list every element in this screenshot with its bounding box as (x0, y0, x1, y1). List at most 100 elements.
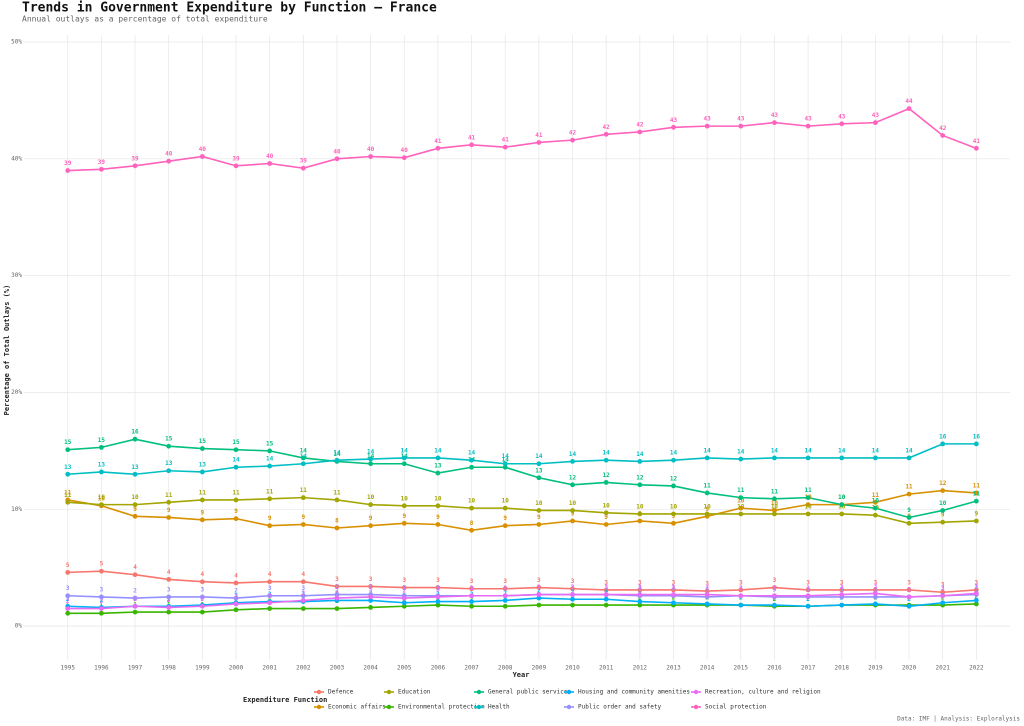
data-label: 3 (739, 579, 743, 586)
data-point (872, 455, 878, 461)
data-point (637, 587, 643, 593)
data-point (199, 446, 205, 451)
data-label: 9 (604, 514, 608, 521)
series-line (67, 592, 977, 610)
data-point (772, 496, 777, 502)
data-point (704, 588, 710, 594)
data-point (435, 599, 441, 604)
data-point (166, 443, 172, 449)
data-point (300, 593, 306, 599)
data-label: 4 (301, 571, 305, 578)
data-point (603, 592, 609, 597)
data-label: 3 (369, 576, 373, 583)
data-label: 3 (941, 585, 945, 592)
data-label: 9 (975, 510, 979, 517)
data-point (469, 586, 474, 592)
x-tick-label: 2006 (431, 665, 446, 672)
chart-title: Trends in Government Expenditure by Func… (22, 1, 437, 16)
data-point (368, 502, 374, 508)
data-label: 14 (804, 447, 812, 454)
data-label: 14 (872, 447, 880, 454)
data-point (469, 593, 474, 599)
data-label: 4 (133, 564, 137, 571)
data-label: 14 (300, 453, 308, 460)
data-point (166, 499, 172, 505)
data-label: 3 (907, 586, 911, 593)
data-label: 3 (874, 583, 878, 590)
data-label: 39 (64, 160, 72, 167)
y-tick-label: 50% (11, 39, 22, 46)
data-label: 3 (301, 585, 305, 592)
data-label: 10 (131, 494, 139, 501)
data-label: 3 (335, 576, 339, 583)
data-label: 4 (234, 572, 238, 579)
data-point (772, 120, 777, 126)
data-label: 14 (905, 447, 913, 454)
data-label: 10 (367, 494, 375, 501)
data-point (469, 464, 474, 470)
x-tick-label: 2017 (801, 665, 816, 672)
data-point (805, 495, 811, 501)
data-point (233, 163, 239, 169)
data-point (872, 591, 878, 596)
data-label: 11 (199, 489, 207, 496)
data-label: 3 (503, 585, 507, 592)
legend-label: Defence (328, 689, 354, 696)
x-tick-label: 2014 (700, 665, 715, 672)
data-point (300, 598, 306, 603)
data-point (98, 606, 104, 611)
data-point (401, 600, 407, 606)
data-label: 3 (773, 577, 777, 584)
data-point (671, 600, 676, 606)
data-label: 43 (737, 116, 745, 123)
data-point (401, 603, 407, 609)
x-tick-label: 2001 (262, 665, 277, 672)
data-label: 14 (232, 457, 240, 464)
data-point (973, 598, 979, 603)
data-label: 3 (975, 584, 979, 591)
data-label: 11 (804, 487, 812, 494)
data-label: 9 (201, 509, 205, 516)
data-point (502, 523, 508, 529)
data-point (872, 512, 878, 518)
data-point (940, 441, 946, 447)
data-point (637, 599, 643, 604)
data-point (772, 593, 777, 599)
data-label: 15 (64, 439, 72, 446)
data-point (65, 499, 71, 505)
data-label: 13 (165, 460, 173, 467)
data-point (233, 580, 239, 586)
chart-subtitle: Annual outlays as a percentage of total … (22, 15, 268, 24)
data-label: 3 (638, 579, 642, 586)
data-label: 3 (840, 584, 844, 591)
data-point (704, 592, 710, 597)
data-point (267, 600, 273, 606)
data-point (267, 463, 273, 469)
data-label: 3 (773, 586, 777, 593)
data-point (334, 156, 340, 162)
data-label: 16 (939, 433, 947, 440)
x-tick-label: 2015 (734, 665, 749, 672)
data-point (973, 601, 979, 607)
y-tick-label: 30% (11, 272, 22, 279)
data-point (805, 123, 811, 129)
data-label: 11 (64, 492, 72, 499)
data-point (536, 508, 542, 513)
data-point (738, 511, 744, 517)
data-label: 14 (670, 450, 678, 457)
data-label: 40 (165, 151, 173, 158)
data-label: 10 (872, 498, 880, 505)
data-label: 43 (670, 117, 678, 124)
data-point (98, 469, 104, 475)
data-point (233, 447, 239, 453)
data-point (267, 593, 273, 599)
data-point (502, 593, 508, 599)
data-point (536, 461, 542, 467)
data-label: 42 (636, 121, 644, 128)
data-point (300, 606, 306, 611)
data-label: 16 (131, 429, 139, 436)
data-point (536, 140, 542, 145)
data-point (132, 436, 138, 442)
series-line (67, 443, 977, 476)
data-point (603, 131, 609, 137)
